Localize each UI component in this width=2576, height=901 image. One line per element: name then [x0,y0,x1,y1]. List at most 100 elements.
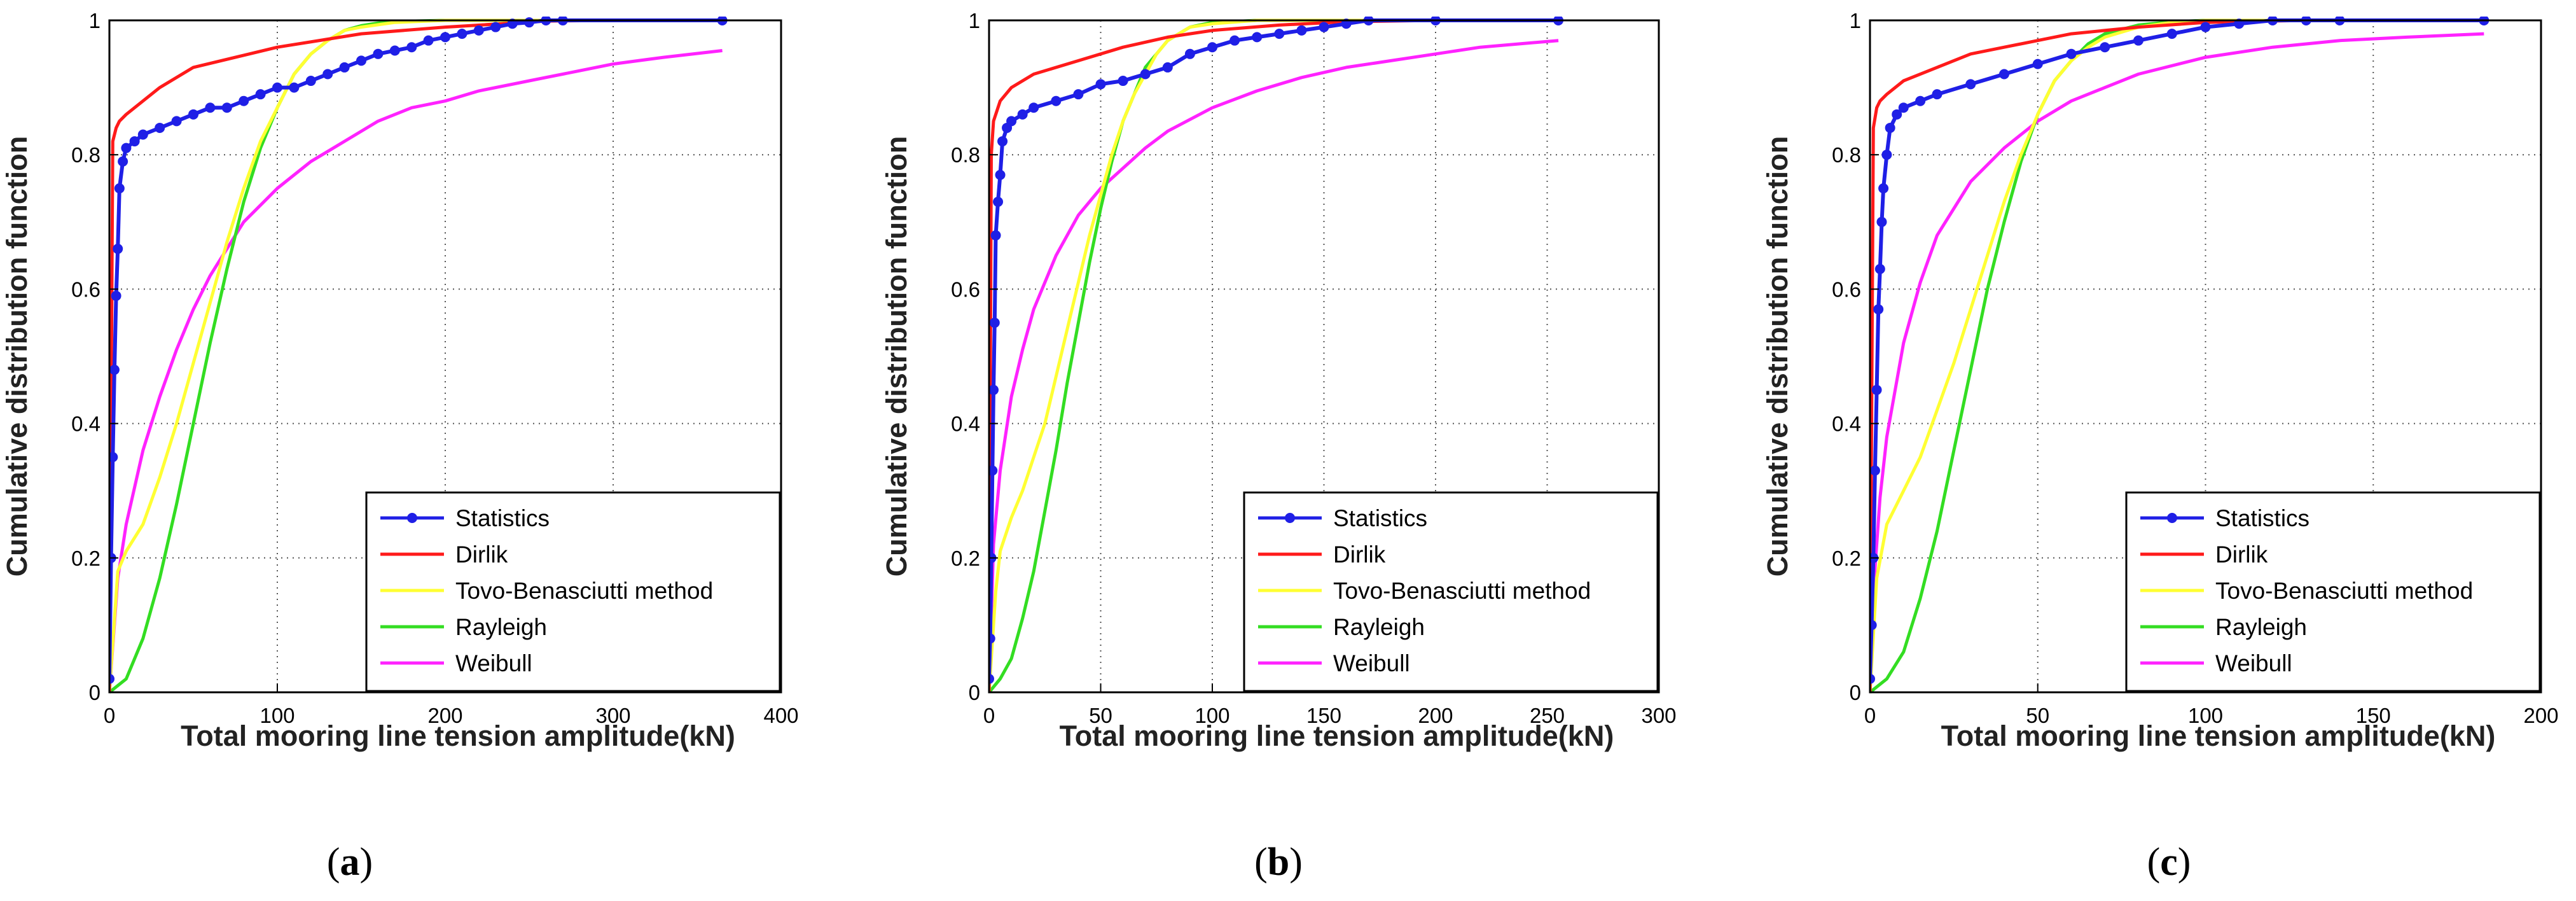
series-line-statistics [1870,18,2484,679]
x-axis-label: Total mooring line tension amplitude(kN) [1941,720,2496,752]
data-point-statistics [1274,29,1285,39]
data-point-statistics [1140,69,1151,80]
x-tick-label: 100 [1195,704,1229,727]
data-point-statistics [373,48,384,59]
x-tick-label: 0 [983,704,995,727]
data-point-statistics [339,62,350,73]
data-point-statistics [239,95,249,106]
y-tick-label: 0 [89,681,100,704]
series-line-tovo-benasciutti-method [989,18,1559,693]
caption-paren-open: ( [327,841,340,884]
legend-entry-dirlik: Dirlik [1333,541,1386,568]
data-point-statistics [221,102,232,113]
legend-entry-tovo-benasciutti-method: Tovo-Benasciutti method [2215,578,2473,604]
data-point-statistics [1252,32,1263,43]
legend-entry-tovo-benasciutti-method: Tovo-Benasciutti method [1333,578,1591,604]
data-point-statistics [129,136,140,147]
y-tick-label: 0.2 [1832,547,1861,570]
caption-paren-close: ) [2178,841,2191,884]
legend-entry-tovo-benasciutti-method: Tovo-Benasciutti method [455,578,713,604]
x-tick-label: 200 [427,704,462,727]
x-tick-label: 300 [595,704,630,727]
data-point-statistics [1898,102,1909,113]
data-point-statistics [1999,69,2009,80]
caption-letter: c [2160,841,2178,884]
caption-letter: a [340,841,360,884]
data-point-statistics [1296,25,1307,36]
x-tick-label: 150 [1306,704,1341,727]
data-point-statistics [118,156,128,167]
data-point-statistics [1878,183,1889,193]
data-point-statistics [1229,35,1240,46]
x-tick-label: 200 [2523,704,2558,727]
y-tick-label: 0.2 [71,547,100,570]
x-axis-label: Total mooring line tension amplitude(kN) [1060,720,1614,752]
data-point-statistics [109,673,114,684]
data-point-statistics [2032,59,2043,69]
legend-marker-statistics [2167,513,2177,523]
data-point-statistics [322,69,333,80]
data-point-statistics [171,116,182,127]
y-tick-label: 0.8 [71,143,100,167]
data-point-statistics [1874,263,1885,274]
data-point-statistics [389,45,400,56]
x-tick-label: 100 [260,704,294,727]
data-point-statistics [995,169,1006,180]
data-point-statistics [305,76,316,87]
chart-panel-b: 0 50 100 150 200 250 300 0 0.2 0.4 0.6 0.8 1 Total mo… [880,9,1677,884]
legend-entry-rayleigh: Rayleigh [2215,614,2307,640]
data-point-statistics [1885,122,1895,133]
legend-entry-statistics: Statistics [2215,505,2309,531]
legend-marker-statistics [407,513,417,523]
data-point-statistics [406,42,417,53]
series-group [989,17,1564,694]
series-line-tovo-benasciutti-method [109,18,723,693]
data-point-statistics [1915,95,1926,106]
chart-panel-c: 0 50 100 150 200 0 0.2 0.4 0.6 0.8 1 Total mooring … [1761,9,2559,884]
data-point-statistics [1965,79,1976,90]
legend-entry-rayleigh: Rayleigh [455,614,547,640]
caption-paren-close: ) [1289,841,1303,884]
legend-marker-statistics [1285,513,1295,523]
data-point-statistics [205,102,216,113]
x-tick-label: 50 [2026,704,2049,727]
data-point-statistics [356,55,366,66]
x-tick-label: 200 [1418,704,1453,727]
data-point-statistics [1870,465,1880,476]
x-tick-label: 300 [1641,704,1676,727]
legend-entry-statistics: Statistics [1333,505,1427,531]
x-tick-label: 400 [763,704,798,727]
data-point-statistics [1095,79,1106,90]
data-point-statistics [1932,89,1942,100]
data-point-statistics [524,17,534,28]
data-point-statistics [1017,109,1028,120]
y-axis-label: Cumulative distribution function [880,136,913,576]
data-point-statistics [114,183,125,193]
legend-entry-weibull: Weibull [1333,650,1410,676]
panel-caption: (c) [2147,841,2191,884]
data-point-statistics [989,673,994,684]
chart-panel-a: 0 100 200 300 400 0 0.2 0.4 0.6 0.8 1 Total mooring… [1,9,799,884]
data-point-statistics [1162,62,1173,73]
data-point-statistics [997,136,1008,147]
series-group [1870,17,2489,694]
data-point-statistics [2100,42,2110,53]
data-point-statistics [1876,216,1887,227]
series-line-weibull [1870,32,2484,693]
y-axis-label: Cumulative distribution function [1,136,33,576]
y-tick-label: 0 [1850,681,1861,704]
data-point-statistics [1028,102,1039,113]
data-point-statistics [1006,116,1017,127]
data-point-statistics [423,35,434,46]
data-point-statistics [457,29,467,39]
y-tick-label: 0.8 [1832,143,1861,167]
data-point-statistics [1881,150,1892,160]
x-tick-label: 0 [1864,704,1876,727]
data-point-statistics [989,384,999,395]
y-tick-label: 1 [89,9,100,32]
data-point-statistics [1073,89,1084,100]
series-group [109,17,728,694]
x-tick-label: 100 [2188,704,2223,727]
data-point-statistics [121,143,132,153]
data-point-statistics [272,82,282,93]
